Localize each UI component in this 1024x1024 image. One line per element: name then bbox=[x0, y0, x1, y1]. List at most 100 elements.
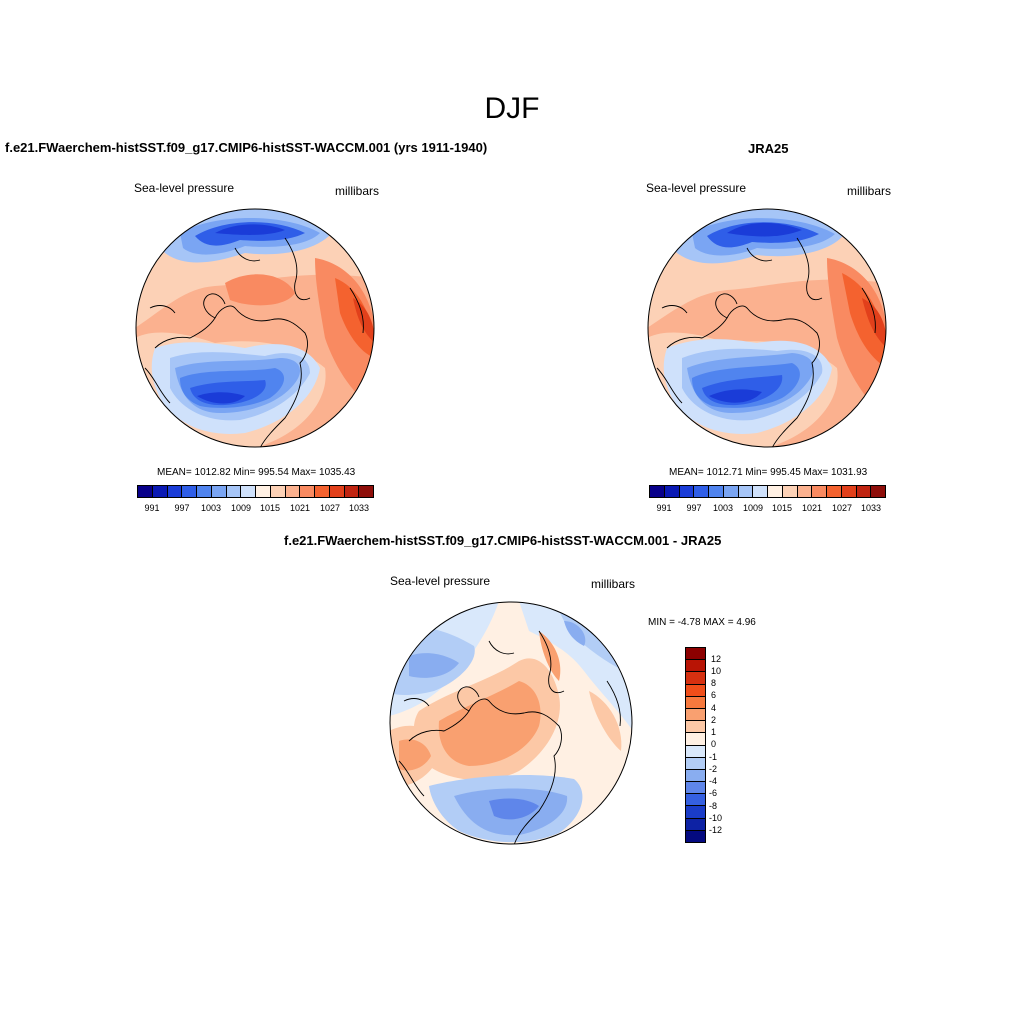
colorbar-swatch bbox=[285, 486, 301, 497]
colorbar-swatch bbox=[782, 486, 798, 497]
colorbar-swatch bbox=[315, 486, 330, 497]
colorbar-swatch bbox=[738, 486, 754, 497]
panel3-cbar-tick: -10 bbox=[709, 813, 723, 823]
colorbar-swatch bbox=[694, 486, 709, 497]
panel3-map-border bbox=[389, 601, 633, 845]
panel3-cbar-tick: 10 bbox=[711, 666, 722, 676]
colorbar-swatch bbox=[753, 486, 768, 497]
panel2-coastlines bbox=[656, 237, 876, 447]
panel1-map-border bbox=[135, 208, 375, 448]
panel2-map-border bbox=[647, 208, 887, 448]
panel1-cbar-tick: 1009 bbox=[230, 503, 252, 513]
colorbar-swatch bbox=[686, 721, 705, 734]
colorbar-swatch bbox=[679, 486, 695, 497]
panel2-field-label: Sea-level pressure bbox=[646, 181, 747, 195]
panel2-cbar-tick: 1033 bbox=[860, 503, 882, 513]
panel2-polar-map bbox=[647, 208, 887, 448]
panel3-cbar-tick: 4 bbox=[711, 703, 717, 713]
panel3-cbar-tick: 1 bbox=[711, 727, 717, 737]
colorbar-swatch bbox=[344, 486, 360, 497]
panel2-cbar-tick: 991 bbox=[656, 503, 672, 513]
colorbar-swatch bbox=[686, 745, 705, 758]
panel2-cbar-tick: 1021 bbox=[801, 503, 823, 513]
panel1-coastlines bbox=[144, 237, 364, 447]
panel1-cbar-tick: 1033 bbox=[348, 503, 370, 513]
colorbar-swatch bbox=[812, 486, 827, 497]
panel3-cbar-tick: -8 bbox=[709, 801, 718, 811]
panel3-cbar-tick: 6 bbox=[711, 690, 717, 700]
panel1-polar-map bbox=[135, 208, 375, 448]
panel3-cbar-tick: -12 bbox=[709, 825, 723, 835]
panel1-cbar-tick: 997 bbox=[174, 503, 190, 513]
colorbar-swatch bbox=[686, 672, 705, 685]
colorbar-swatch bbox=[797, 486, 813, 497]
panel3-cbar-tick: -4 bbox=[709, 776, 718, 786]
colorbar-swatch bbox=[686, 660, 705, 673]
panel3-colorbar bbox=[685, 647, 706, 843]
panel2-cbar-tick: 1027 bbox=[831, 503, 853, 513]
colorbar-swatch bbox=[841, 486, 857, 497]
colorbar-swatch bbox=[664, 486, 680, 497]
panel2-stats: MEAN= 1012.71 Min= 995.45 Max= 1031.93 bbox=[669, 467, 868, 478]
colorbar-swatch bbox=[270, 486, 286, 497]
panel1-title: f.e21.FWaerchem-histSST.f09_g17.CMIP6-hi… bbox=[5, 140, 488, 155]
colorbar-swatch bbox=[686, 648, 705, 661]
colorbar-swatch bbox=[152, 486, 168, 497]
colorbar-swatch bbox=[138, 486, 153, 497]
panel1-stats: MEAN= 1012.82 Min= 995.54 Max= 1035.43 bbox=[157, 467, 356, 478]
panel1-cbar-tick: 991 bbox=[144, 503, 160, 513]
panel2-cbar-tick: 997 bbox=[686, 503, 702, 513]
colorbar-swatch bbox=[686, 684, 705, 697]
panel3-cbar-tick: 2 bbox=[711, 715, 717, 725]
panel3-cbar-tick: 8 bbox=[711, 678, 717, 688]
colorbar-swatch bbox=[211, 486, 227, 497]
colorbar-swatch bbox=[329, 486, 345, 497]
colorbar-swatch bbox=[686, 696, 705, 709]
panel3-cbar-tick: -2 bbox=[709, 764, 718, 774]
colorbar-swatch bbox=[359, 486, 373, 497]
colorbar-swatch bbox=[686, 782, 705, 795]
colorbar-swatch bbox=[226, 486, 242, 497]
colorbar-swatch bbox=[650, 486, 665, 497]
panel3-units-label: millibars bbox=[591, 577, 636, 591]
panel3-title: f.e21.FWaerchem-histSST.f09_g17.CMIP6-hi… bbox=[284, 533, 722, 548]
panel1-units-label: millibars bbox=[335, 184, 380, 198]
panel2-colorbar bbox=[649, 485, 886, 498]
colorbar-swatch bbox=[300, 486, 315, 497]
colorbar-swatch bbox=[686, 733, 705, 746]
panel3-coastlines bbox=[398, 630, 621, 844]
panel2-cbar-tick: 1009 bbox=[742, 503, 764, 513]
colorbar-swatch bbox=[686, 830, 705, 842]
panel2-cbar-tick: 1015 bbox=[771, 503, 793, 513]
colorbar-swatch bbox=[197, 486, 212, 497]
figure-title: DJF bbox=[484, 92, 540, 125]
colorbar-swatch bbox=[686, 769, 705, 783]
panel3-polar-map bbox=[389, 601, 633, 845]
colorbar-swatch bbox=[241, 486, 256, 497]
panel1-cbar-tick: 1003 bbox=[200, 503, 222, 513]
colorbar-swatch bbox=[686, 818, 705, 831]
panel1-cbar-tick: 1027 bbox=[319, 503, 341, 513]
panel1-colorbar bbox=[137, 485, 374, 498]
panel3-stats: MIN = -4.78 MAX = 4.96 bbox=[648, 617, 756, 628]
colorbar-swatch bbox=[827, 486, 842, 497]
panel1-contour-fill bbox=[136, 209, 374, 447]
panel2-contour-fill bbox=[648, 209, 886, 447]
panel1-cbar-tick: 1021 bbox=[289, 503, 311, 513]
panel3-cbar-tick: 12 bbox=[711, 654, 722, 664]
colorbar-swatch bbox=[182, 486, 197, 497]
panel1-field-label: Sea-level pressure bbox=[134, 181, 235, 195]
colorbar-swatch bbox=[686, 794, 705, 807]
panel2-cbar-tick: 1003 bbox=[712, 503, 734, 513]
panel2-title: JRA25 bbox=[748, 141, 789, 156]
colorbar-swatch bbox=[686, 806, 705, 819]
panel3-cbar-tick: 0 bbox=[711, 739, 717, 749]
colorbar-swatch bbox=[723, 486, 739, 497]
colorbar-swatch bbox=[856, 486, 872, 497]
colorbar-swatch bbox=[709, 486, 724, 497]
colorbar-swatch bbox=[167, 486, 183, 497]
panel1-cbar-tick: 1015 bbox=[259, 503, 281, 513]
panel3-field-label: Sea-level pressure bbox=[390, 574, 491, 588]
colorbar-swatch bbox=[686, 708, 705, 722]
